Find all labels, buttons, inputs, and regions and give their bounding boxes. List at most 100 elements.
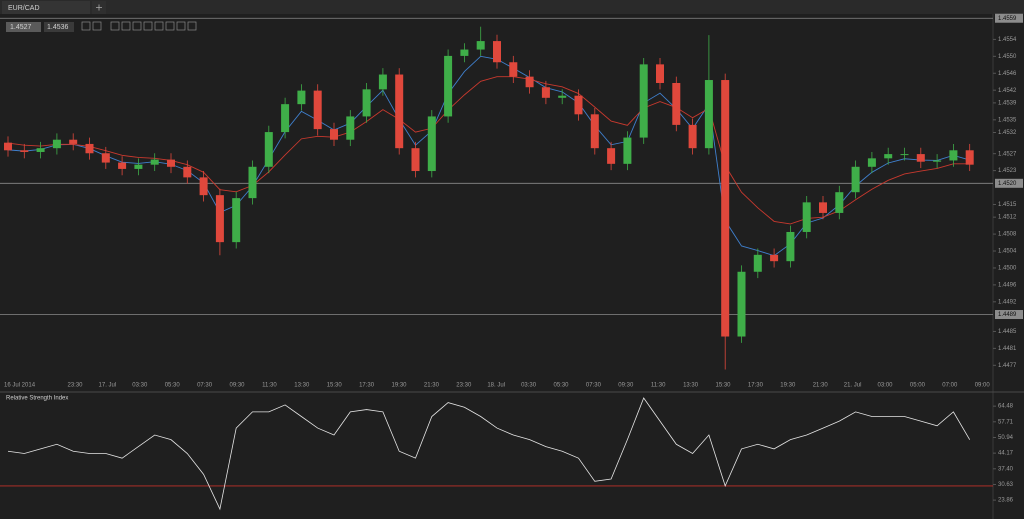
candle-body [753, 254, 762, 272]
tool-button[interactable] [176, 21, 186, 31]
y-tick-label: 23.86 [998, 498, 1014, 504]
candle-body [52, 139, 61, 149]
candle-body [493, 41, 501, 63]
y-tick-label: 1.4539 [998, 100, 1017, 106]
tool-button[interactable] [81, 21, 91, 31]
x-tick-label: 13:30 [294, 383, 310, 389]
x-tick-label: 16 Jul 2014 [4, 383, 36, 389]
x-tick-label: 21:30 [424, 383, 440, 389]
y-tick-label: 1.4527 [998, 151, 1017, 157]
x-tick-label: 09:30 [618, 383, 634, 389]
y-tick-label: 30.63 [998, 482, 1014, 488]
candle-body [819, 202, 827, 213]
candle-body [867, 158, 876, 167]
candle-body [704, 80, 713, 149]
candle-body [639, 64, 648, 138]
candle-body [949, 150, 958, 161]
y-tick-label: 1.4508 [998, 232, 1017, 238]
add-icon [96, 4, 102, 11]
tool-button[interactable] [110, 21, 120, 31]
x-tick-label: 07:30 [586, 383, 602, 389]
x-tick-label: 19:30 [780, 383, 796, 389]
tool-button[interactable] [187, 21, 197, 31]
price-chart: 1.4554 1.4550 1.4546 1.4542 1.4539 1.4535 1.45… [0, 13, 1023, 389]
y-tick-label: 1.4492 [998, 299, 1017, 305]
level-label: 1.4559 [998, 16, 1017, 22]
candle-body [297, 90, 306, 105]
candle-body [36, 148, 45, 152]
y-tick-label: 1.4504 [998, 249, 1017, 255]
candle-body [900, 154, 909, 156]
y-tick-label: 1.4550 [998, 54, 1017, 60]
tool-button[interactable] [143, 21, 153, 31]
tool-button[interactable] [132, 21, 142, 31]
candle-body [199, 177, 208, 196]
x-tick-label: 11:30 [651, 383, 666, 389]
candle-body [362, 89, 371, 117]
candle-body [933, 160, 942, 162]
candle-body [884, 154, 893, 159]
ask: 1.4536 [47, 24, 69, 31]
candle-body [721, 80, 730, 337]
y-tick-label: 1.4515 [998, 202, 1017, 208]
x-tick-label: 19:30 [391, 383, 407, 389]
rsi-chart: 64.48 57.71 50.94 44.17 37.40 30.63 23.86 [0, 397, 1014, 511]
candle-body [411, 148, 420, 172]
tool-button[interactable] [165, 21, 175, 31]
bid-box [6, 22, 41, 32]
candle-body [85, 143, 94, 154]
candle-body [835, 192, 844, 213]
candle-body [623, 137, 632, 164]
y-tick-label: 1.4500 [998, 266, 1017, 272]
candle-body [541, 87, 550, 98]
y-tick-label: 1.4477 [998, 363, 1017, 369]
candle-body [183, 166, 192, 178]
x-tick-label: 15:30 [327, 383, 343, 389]
candle-body [69, 139, 78, 144]
candle-body [476, 41, 485, 50]
candle-body [281, 104, 290, 133]
tool-button[interactable] [121, 21, 131, 31]
candle-body [215, 195, 224, 243]
tool-button[interactable] [92, 21, 102, 31]
x-tick-label: 03:30 [132, 383, 148, 389]
candle-body [525, 76, 534, 88]
x-tick-label: 11:30 [262, 383, 277, 389]
y-tick-label: 1.4546 [998, 71, 1017, 77]
candle-body [378, 74, 387, 90]
candle-body [134, 164, 143, 169]
y-tick-label: 1.4485 [998, 329, 1017, 335]
tool-button[interactable] [154, 21, 164, 31]
candle-body [395, 74, 404, 149]
tab[interactable] [2, 1, 90, 14]
x-tick-label: 21:30 [813, 383, 829, 389]
candle-body [4, 142, 12, 151]
candle-body [264, 132, 273, 167]
y-tick-label: 1.4554 [998, 37, 1017, 43]
y-tick-label: 1.4481 [998, 346, 1017, 352]
level-box [995, 178, 1023, 188]
candle-body [330, 129, 338, 140]
candle-body [118, 162, 127, 169]
candle-body [509, 62, 518, 77]
candle-body [851, 166, 860, 193]
x-tick-label: 07:30 [197, 383, 213, 389]
y-tick-label: 50.94 [998, 435, 1014, 441]
x-tick-label: 05:00 [910, 383, 926, 389]
x-tick-label: 17. Jul [99, 383, 117, 389]
y-tick-label: 64.48 [998, 404, 1014, 410]
x-tick-label: 13:30 [683, 383, 699, 389]
x-tick-label: 15:30 [715, 383, 731, 389]
x-tick-label: 05:30 [553, 383, 569, 389]
level-box [995, 13, 1023, 23]
candle-body [313, 90, 322, 130]
candle-body [101, 153, 110, 163]
candle-body [786, 231, 795, 262]
y-tick-label: 57.71 [998, 419, 1014, 425]
candle-body [965, 150, 974, 165]
y-tick-label: 1.4496 [998, 282, 1017, 288]
candle-body [20, 150, 29, 152]
candle-body [590, 114, 599, 149]
